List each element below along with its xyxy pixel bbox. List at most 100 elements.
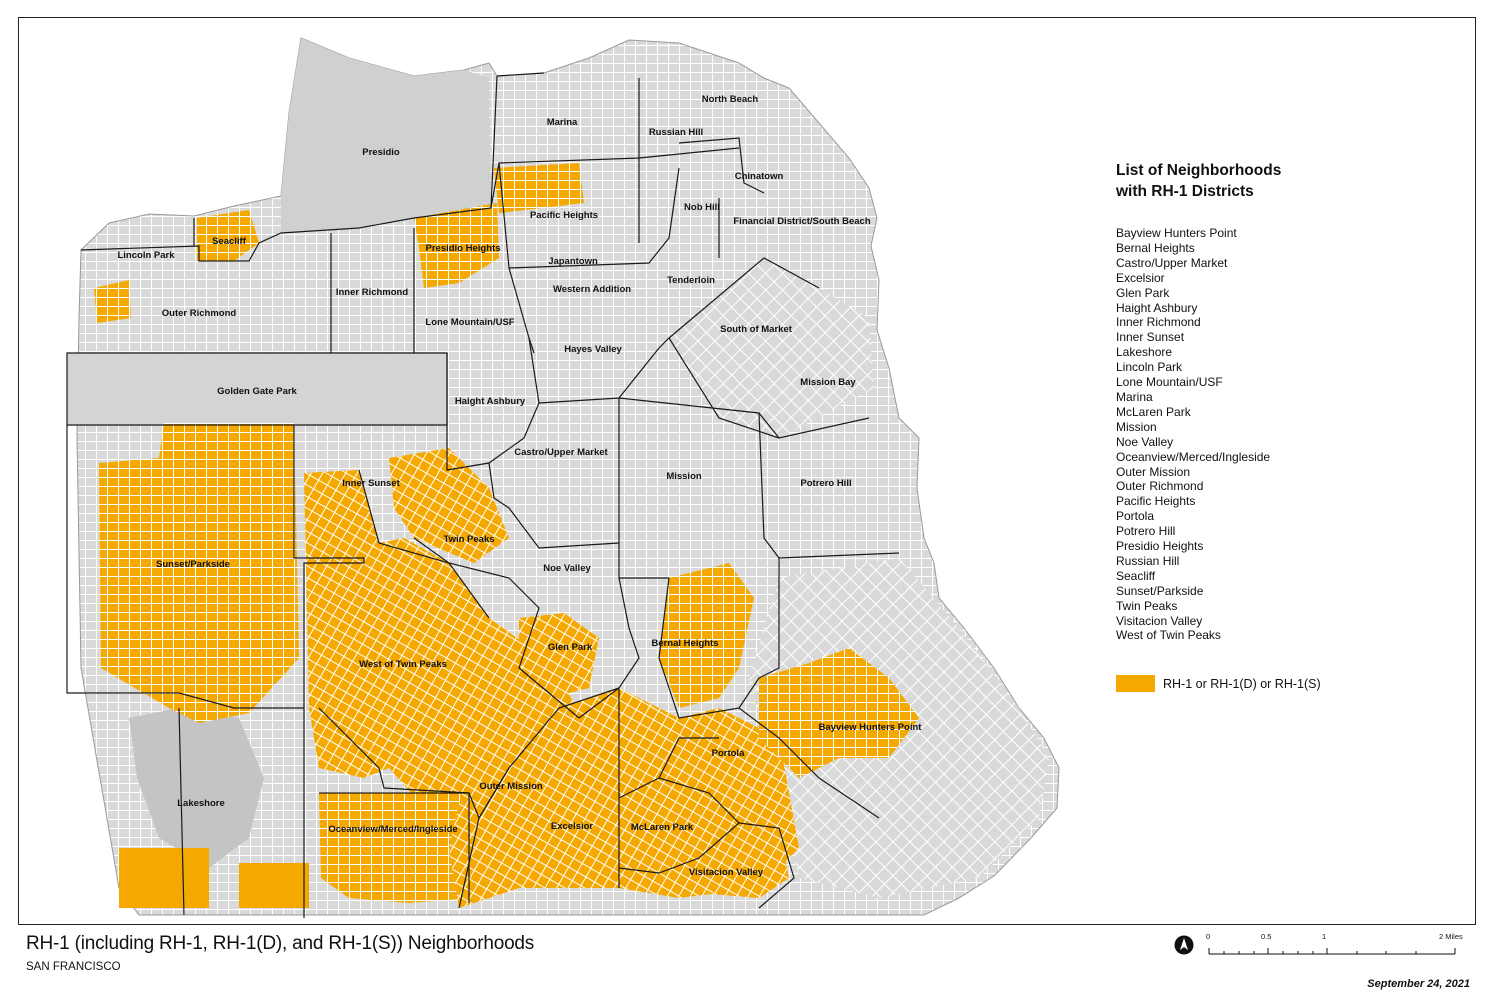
rh1-inner-sunset xyxy=(389,448,509,563)
label-mission-bay: Mission Bay xyxy=(800,377,856,388)
legend-key-label: RH-1 or RH-1(D) or RH-1(S) xyxy=(1163,676,1321,691)
legend-item: Glen Park xyxy=(1116,285,1170,300)
legend-item: Mission xyxy=(1116,419,1157,434)
label-nob-hill: Nob Hill xyxy=(684,202,720,213)
label-lakeshore: Lakeshore xyxy=(177,798,225,809)
label-russian-hill: Russian Hill xyxy=(649,127,703,138)
legend-title: List of Neighborhoods with RH-1 District… xyxy=(1116,162,1282,200)
label-outer-mission: Outer Mission xyxy=(479,781,543,792)
legend-item: Castro/Upper Market xyxy=(1116,255,1228,270)
legend-item: Inner Richmond xyxy=(1116,315,1201,330)
map-date: September 24, 2021 xyxy=(1367,978,1470,990)
legend-item: Lone Mountain/USF xyxy=(1116,375,1223,390)
label-presidio: Presidio xyxy=(362,147,400,158)
label-mission: Mission xyxy=(666,471,702,482)
label-excelsior: Excelsior xyxy=(551,821,594,832)
rh1-bayview xyxy=(759,648,919,778)
map-subtitle: SAN FRANCISCO xyxy=(26,961,121,973)
legend-item: West of Twin Peaks xyxy=(1116,628,1221,643)
label-japantown: Japantown xyxy=(548,256,598,267)
label-haight-ashbury: Haight Ashbury xyxy=(455,396,526,407)
label-south-of-market: South of Market xyxy=(720,324,793,335)
label-bayview: Bayview Hunters Point xyxy=(819,722,923,733)
scale-ruler xyxy=(1208,948,1456,955)
label-chinatown: Chinatown xyxy=(735,171,784,182)
legend-item: Marina xyxy=(1116,389,1153,404)
legend-item: Sunset/Parkside xyxy=(1116,583,1204,598)
presidio-area xyxy=(281,38,491,233)
legend-item: Twin Peaks xyxy=(1116,598,1178,613)
rh1-presidio-heights xyxy=(414,203,499,288)
scale-label: 0 xyxy=(1206,932,1211,941)
label-hayes-valley: Hayes Valley xyxy=(564,344,622,355)
legend-item: Presidio Heights xyxy=(1116,539,1204,554)
label-golden-gate-park: Golden Gate Park xyxy=(217,386,297,397)
golden-gate-park xyxy=(67,353,447,425)
rh1-glen-park xyxy=(519,613,599,698)
rh1-lakeshore-south xyxy=(119,848,209,908)
label-north-beach: North Beach xyxy=(702,94,759,105)
legend-item: Lakeshore xyxy=(1116,345,1173,360)
rh1-sea-cliff xyxy=(197,210,259,261)
label-lincoln-park: Lincoln Park xyxy=(117,250,175,261)
label-marina: Marina xyxy=(547,117,578,128)
legend-item: McLaren Park xyxy=(1116,404,1191,419)
map-frame: North Beach Marina Russian Hill Presidio… xyxy=(18,17,1476,925)
legend-item: Haight Ashbury xyxy=(1116,300,1198,315)
label-mclaren-park: McLaren Park xyxy=(631,822,694,833)
rh1-zoning-areas xyxy=(94,163,919,908)
legend-item: Pacific Heights xyxy=(1116,494,1196,509)
rh1-visitacion xyxy=(679,823,789,898)
scale-label: 2 Miles xyxy=(1439,932,1463,941)
label-west-of-twin-peaks: West of Twin Peaks xyxy=(359,659,447,670)
legend-item: Oceanview/Merced/Ingleside xyxy=(1116,449,1271,464)
rh1-outer-richmond xyxy=(94,280,131,323)
legend-item: Visitacion Valley xyxy=(1116,613,1203,628)
legend-item: Potrero Hill xyxy=(1116,524,1176,539)
soma-grid xyxy=(669,258,874,438)
north-arrow-icon xyxy=(1174,935,1194,955)
label-inner-richmond: Inner Richmond xyxy=(336,287,409,298)
label-pacific-heights: Pacific Heights xyxy=(530,210,598,221)
label-outer-richmond: Outer Richmond xyxy=(162,308,237,319)
legend-item: Russian Hill xyxy=(1116,553,1180,568)
legend-item: Excelsior xyxy=(1116,270,1165,285)
legend-item: Outer Mission xyxy=(1116,464,1191,479)
label-potrero-hill: Potrero Hill xyxy=(800,478,851,489)
label-seacliff: Seacliff xyxy=(212,236,247,247)
scale-bar: 0 0.5 1 2 Miles xyxy=(1200,932,1475,960)
city-map: North Beach Marina Russian Hill Presidio… xyxy=(66,37,1060,918)
legend-key: RH-1 or RH-1(D) or RH-1(S) xyxy=(1116,675,1321,692)
label-financial-district: Financial District/South Beach xyxy=(733,216,870,227)
rh1-bernal xyxy=(659,563,754,708)
legend-item: Inner Sunset xyxy=(1116,330,1185,345)
legend-list: Bayview Hunters Point Bernal Heights Cas… xyxy=(1116,226,1270,643)
label-lone-mountain: Lone Mountain/USF xyxy=(425,317,514,328)
rh1-sunset xyxy=(99,423,299,723)
label-presidio-heights: Presidio Heights xyxy=(426,243,501,254)
scale-label: 1 xyxy=(1322,932,1327,941)
rh1-oceanview xyxy=(319,793,471,903)
label-inner-sunset: Inner Sunset xyxy=(342,478,400,489)
label-glen-park: Glen Park xyxy=(548,642,593,653)
label-castro: Castro/Upper Market xyxy=(514,447,608,458)
rh1-lakeshore-south-2 xyxy=(239,863,309,908)
legend-swatch xyxy=(1116,675,1155,692)
label-twin-peaks: Twin Peaks xyxy=(443,534,494,545)
rh1-marina xyxy=(494,163,584,213)
legend-item: Seacliff xyxy=(1116,568,1156,583)
label-visitacion-valley: Visitacion Valley xyxy=(689,867,764,878)
label-portola: Portola xyxy=(712,748,745,759)
legend-item: Lincoln Park xyxy=(1116,360,1183,375)
scale-label: 0.5 xyxy=(1261,932,1272,941)
label-noe-valley: Noe Valley xyxy=(543,563,591,574)
neighborhood-label-layer: North Beach Marina Russian Hill Presidio… xyxy=(117,94,922,878)
legend-item: Bernal Heights xyxy=(1116,240,1195,255)
legend-item: Portola xyxy=(1116,509,1155,524)
neighborhood-boundaries xyxy=(66,72,900,918)
label-western-addition: Western Addition xyxy=(553,284,631,295)
lake-merced xyxy=(129,708,264,868)
legend-item: Noe Valley xyxy=(1116,434,1174,449)
legend-item: Outer Richmond xyxy=(1116,479,1204,494)
label-sunset-parkside: Sunset/Parkside xyxy=(156,559,230,570)
